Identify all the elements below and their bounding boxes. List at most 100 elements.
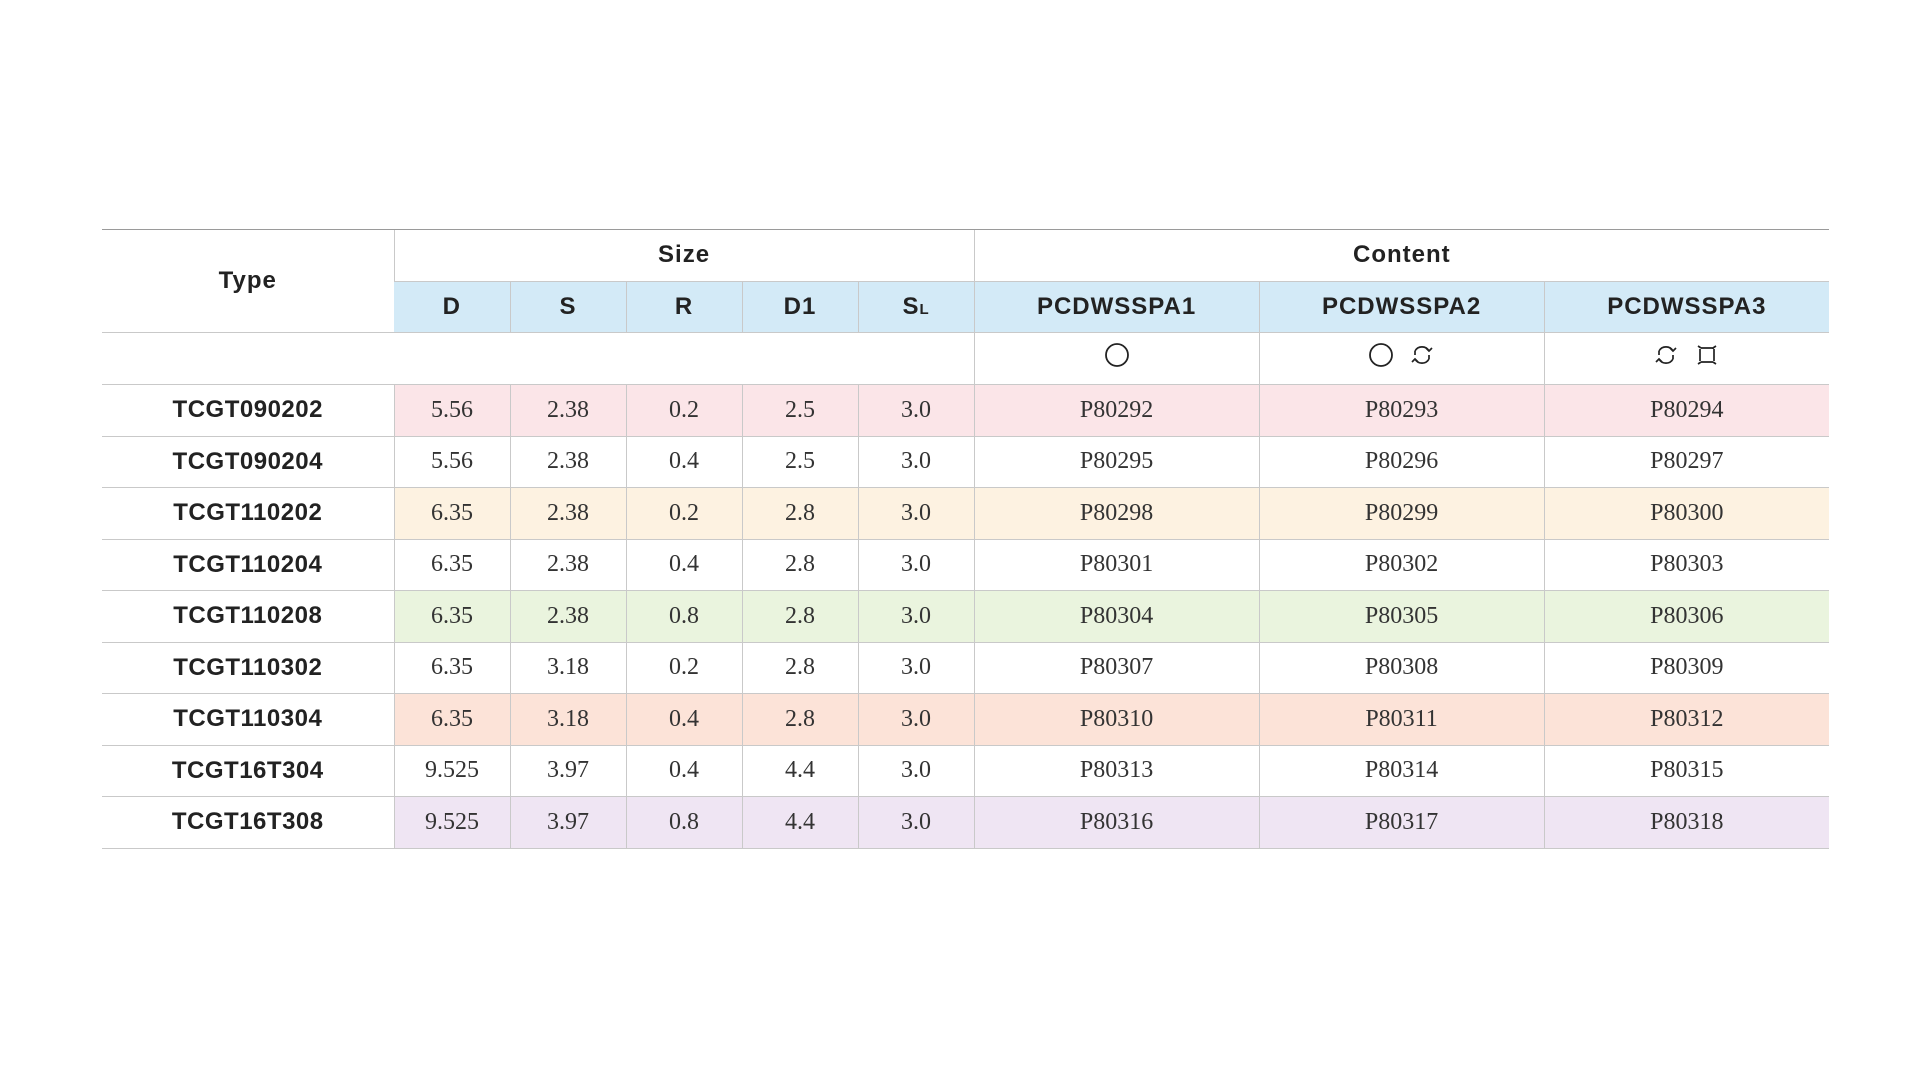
sl-cell: 3.0 [857,693,975,746]
pcdwsspa2-cell: P80293 [1258,384,1545,437]
sl-cell: 3.0 [857,796,975,849]
col-header-r: R [625,281,742,333]
pcdwsspa1-cell: P80304 [973,590,1260,643]
d1-cell: 2.8 [741,539,858,591]
pcdwsspa3-cell: P80300 [1543,487,1830,540]
insert-spec-table: Type Size Content D S R D1 SL PCDWSSPA1 … [102,229,1830,849]
circle-icon [1104,342,1130,375]
r-cell: 0.2 [625,642,742,694]
r-cell: 0.4 [625,745,742,797]
d-cell: 6.35 [393,487,510,540]
sl-cell: 3.0 [857,539,975,591]
table-row: TCGT110208 6.35 2.38 0.8 2.8 3.0 P80304 P80305 P… [102,590,1830,643]
d1-cell: 4.4 [741,796,858,849]
r-cell: 0.2 [625,487,742,540]
d-cell: 6.35 [393,642,510,694]
sl-cell: 3.0 [857,745,975,797]
pcdwsspa2-cell: P80296 [1258,436,1545,488]
pcdwsspa3-cell: P80294 [1543,384,1830,437]
s-cell: 3.18 [509,642,626,694]
pcdwsspa3-cell: P80309 [1543,642,1830,694]
type-header: Type [102,229,394,333]
type-cell: TCGT16T304 [102,745,394,797]
d-cell: 6.35 [393,693,510,746]
pcdwsspa1-icons [973,332,1260,385]
pcdwsspa1-cell: P80301 [973,539,1260,591]
table-row: TCGT090202 5.56 2.38 0.2 2.5 3.0 P80292 P80293 P… [102,384,1830,437]
d-cell: 5.56 [393,384,510,437]
content-group-header: Content [973,229,1830,282]
table-row: TCGT090204 5.56 2.38 0.4 2.5 3.0 P80295 P80296 P… [102,436,1830,488]
pcdwsspa1-cell: P80313 [973,745,1260,797]
col-header-s: S [509,281,626,333]
type-cell: TCGT090204 [102,436,394,488]
table-row: TCGT16T304 9.525 3.97 0.4 4.4 3.0 P80313 P80314… [102,745,1830,797]
s-cell: 2.38 [509,436,626,488]
d1-cell: 2.5 [741,384,858,437]
d-cell: 6.35 [393,590,510,643]
rotate-icon [1653,342,1679,375]
circle-icon [1368,342,1394,375]
d1-cell: 2.8 [741,693,858,746]
pcdwsspa2-cell: P80311 [1258,693,1545,746]
size-group-header: Size [393,229,975,282]
sl-cell: 3.0 [857,436,975,488]
sl-cell: 3.0 [857,487,975,540]
pcdwsspa1-cell: P80298 [973,487,1260,540]
pcdwsspa1-cell: P80292 [973,384,1260,437]
icon-row-spacer [102,332,975,385]
pcdwsspa2-cell: P80305 [1258,590,1545,643]
pcdwsspa2-cell: P80317 [1258,796,1545,849]
type-cell: TCGT090202 [102,384,394,437]
sl-cell: 3.0 [857,384,975,437]
d1-cell: 4.4 [741,745,858,797]
s-cell: 3.97 [509,796,626,849]
pcdwsspa2-cell: P80299 [1258,487,1545,540]
col-header-pcdwsspa1: PCDWSSPA1 [973,281,1260,333]
s-cell: 2.38 [509,487,626,540]
column-header-row: D S R D1 SL PCDWSSPA1 PCDWSSPA2 PCDWSSPA… [102,281,1830,333]
pcdwsspa1-cell: P80295 [973,436,1260,488]
type-cell: TCGT16T308 [102,796,394,849]
pcdwsspa2-cell: P80302 [1258,539,1545,591]
table-row: TCGT110304 6.35 3.18 0.4 2.8 3.0 P80310 P80311 P… [102,693,1830,746]
d-cell: 5.56 [393,436,510,488]
pcdwsspa3-cell: P80318 [1543,796,1830,849]
table-row: TCGT110202 6.35 2.38 0.2 2.8 3.0 P80298 P80299 P… [102,487,1830,540]
pcdwsspa3-cell: P80315 [1543,745,1830,797]
icon-row [102,332,1830,385]
type-cell: TCGT110202 [102,487,394,540]
group-header-row: Type Size Content [102,229,1830,333]
col-header-d: D [394,281,510,333]
d-cell: 9.525 [393,745,510,797]
r-cell: 0.4 [625,693,742,746]
d1-cell: 2.8 [741,642,858,694]
pcdwsspa3-icons [1543,332,1830,385]
type-cell: TCGT110302 [102,642,394,694]
r-cell: 0.4 [625,436,742,488]
pcdwsspa3-cell: P80297 [1543,436,1830,488]
pcdwsspa2-icons [1258,332,1545,385]
sl-subscript: L [919,300,930,318]
d1-cell: 2.8 [741,487,858,540]
col-header-pcdwsspa3: PCDWSSPA3 [1543,281,1830,333]
rotate-icon [1409,342,1435,375]
col-header-sl: SL [857,281,975,333]
s-cell: 3.97 [509,745,626,797]
table-row: TCGT110204 6.35 2.38 0.4 2.8 3.0 P80301 P80302 P… [102,539,1830,591]
type-cell: TCGT110208 [102,590,394,643]
s-cell: 2.38 [509,384,626,437]
d-cell: 6.35 [393,539,510,591]
s-cell: 2.38 [509,539,626,591]
d-cell: 9.525 [393,796,510,849]
s-cell: 3.18 [509,693,626,746]
square-rotate-icon [1694,342,1720,375]
spec-table-container: Type Size Content D S R D1 SL PCDWSSPA1 … [102,229,1830,849]
table-row: TCGT16T308 9.525 3.97 0.8 4.4 3.0 P80316 P80317… [102,796,1830,849]
col-header-pcdwsspa2: PCDWSSPA2 [1258,281,1545,333]
pcdwsspa2-cell: P80314 [1258,745,1545,797]
d1-cell: 2.5 [741,436,858,488]
col-header-d1: D1 [741,281,858,333]
pcdwsspa1-cell: P80316 [973,796,1260,849]
sl-main: S [902,292,920,320]
